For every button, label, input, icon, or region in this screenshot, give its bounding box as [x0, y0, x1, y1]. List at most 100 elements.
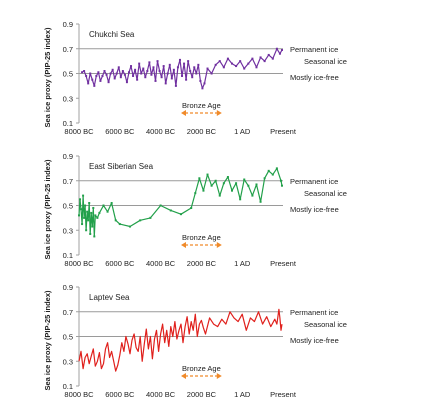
data-point [107, 81, 110, 84]
data-point [243, 67, 246, 70]
data-point [267, 53, 270, 56]
y-tick-label: 0.3 [63, 94, 73, 103]
bronze-age-arrowhead-left [181, 373, 186, 379]
bronze-age-arrowhead-left [181, 110, 186, 116]
data-point [231, 62, 233, 65]
series-line [78, 167, 283, 237]
y-tick-label: 0.7 [63, 177, 73, 186]
x-tick-label: 1 AD [234, 127, 251, 136]
y-tick-label: 0.5 [63, 333, 73, 342]
data-point [181, 74, 184, 77]
y-tick-label: 0.1 [63, 382, 73, 391]
y-tick-label: 0.9 [63, 20, 73, 29]
data-point [162, 65, 165, 68]
data-point [80, 208, 83, 211]
data-point [98, 211, 101, 214]
data-point [158, 70, 161, 73]
y-tick-label: 0.9 [63, 283, 73, 292]
x-tick-label: 1 AD [234, 259, 251, 268]
data-point [195, 72, 198, 75]
data-point [85, 229, 88, 232]
data-point [91, 78, 94, 81]
data-point [102, 204, 105, 207]
data-point [96, 216, 99, 219]
data-point [159, 204, 162, 207]
data-point [109, 72, 112, 75]
x-tick-label: 8000 BC [64, 259, 94, 268]
data-point [203, 82, 206, 85]
data-point [191, 76, 194, 79]
data-point [178, 58, 181, 61]
x-tick-label: 6000 BC [105, 259, 135, 268]
data-point [218, 60, 221, 63]
data-point [198, 177, 201, 180]
data-point [280, 48, 283, 51]
data-point [176, 66, 179, 69]
zone-label-ice-free: Mostly ice-free [290, 73, 339, 82]
data-point [189, 70, 192, 73]
bronze-age-arrowhead-left [181, 242, 186, 248]
x-tick-label: 6000 BC [105, 127, 135, 136]
data-point [87, 82, 90, 85]
zone-label-seasonal: Seasonal ice [304, 189, 347, 198]
bronze-age-arrowhead-right [216, 242, 222, 248]
y-tick-label: 0.5 [63, 202, 73, 211]
data-point [130, 65, 133, 68]
x-tick-label: 1 AD [234, 390, 251, 399]
data-point [92, 206, 95, 209]
x-tick-label: 4000 BC [146, 127, 176, 136]
data-point [210, 184, 213, 187]
data-point [271, 173, 274, 176]
data-point [278, 52, 281, 55]
data-point [110, 202, 113, 205]
data-point [210, 72, 213, 75]
panel-title: Chukchi Sea [89, 30, 135, 39]
data-point [222, 66, 225, 69]
data-point [235, 65, 238, 68]
data-point [119, 76, 122, 79]
data-point [172, 68, 175, 71]
data-point [247, 184, 250, 187]
data-point [156, 60, 159, 63]
data-point [255, 183, 258, 186]
data-point [95, 74, 98, 77]
data-point [180, 213, 182, 216]
data-point [115, 72, 118, 75]
data-point [214, 63, 217, 66]
data-point [214, 179, 217, 182]
data-point [201, 87, 204, 90]
zone-label-permanent: Permanent ice [290, 177, 338, 186]
data-point [166, 72, 169, 75]
data-point [164, 82, 167, 85]
x-tick-label: 6000 BC [105, 390, 135, 399]
data-point [190, 206, 193, 209]
panel-title: East Siberian Sea [89, 162, 154, 171]
x-tick-label: 2000 BC [187, 127, 217, 136]
bronze-age-label: Bronze Age [182, 233, 221, 242]
y-tick-label: 0.9 [63, 152, 73, 161]
data-point [185, 78, 188, 81]
chart-panel-3: 0.1 0.3 0.5 0.7 0.9 8000 BC 6000 BC 4000 BC 2000… [43, 283, 347, 399]
data-point [251, 57, 254, 60]
data-point [93, 84, 96, 87]
data-point [125, 81, 128, 84]
zone-label-permanent: Permanent ice [290, 45, 338, 54]
data-point [194, 192, 197, 195]
data-point [89, 232, 92, 235]
data-point [97, 71, 100, 74]
x-tick-label: Present [270, 259, 297, 268]
zone-label-seasonal: Seasonal ice [304, 57, 347, 66]
data-point [218, 194, 221, 197]
data-point [150, 73, 153, 76]
y-tick-label: 0.3 [63, 226, 73, 235]
data-point [168, 63, 171, 66]
chart-panel-2: 0.1 0.3 0.5 0.7 0.9 8000 BC 6000 BC 4000 BC 2000… [43, 152, 347, 268]
data-point [83, 70, 86, 73]
x-tick-label: 2000 BC [187, 259, 217, 268]
data-point [118, 223, 121, 226]
data-point [144, 76, 147, 79]
zone-label-seasonal: Seasonal ice [304, 320, 347, 329]
data-point [170, 77, 173, 80]
data-point [199, 79, 202, 82]
data-point [83, 216, 86, 219]
